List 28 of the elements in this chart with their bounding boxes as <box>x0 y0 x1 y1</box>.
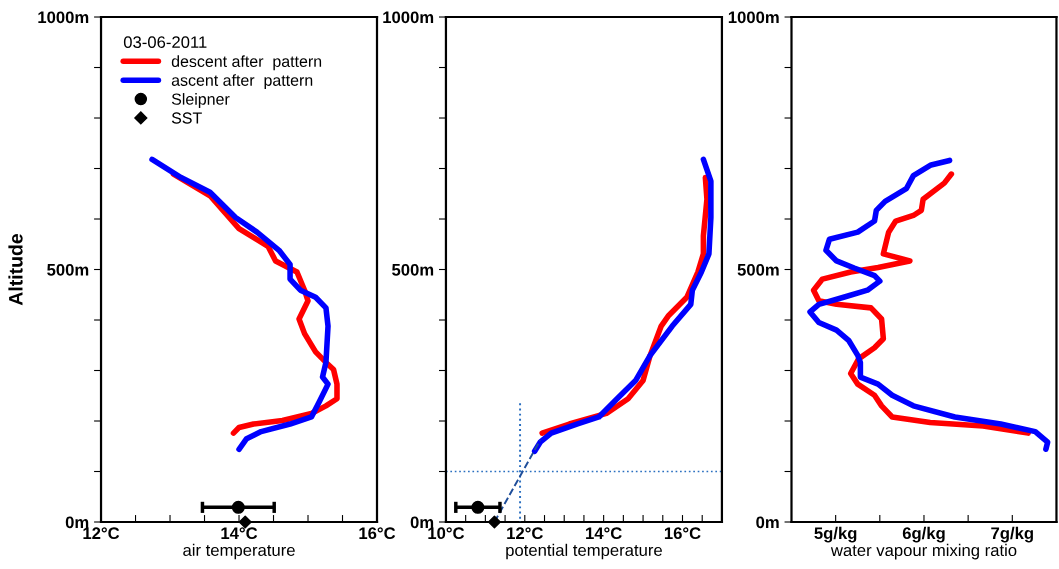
y-tick-label: 0m <box>756 516 779 529</box>
x-axis-title: water vapour mixing ratio <box>830 543 1017 560</box>
x-tick-label: 14°C <box>221 527 258 540</box>
y-tick-label: 500m <box>392 263 434 276</box>
legend-label: ascent after pattern <box>171 74 313 90</box>
x-axis-title: potential temperature <box>506 543 662 560</box>
x-tick-label: 6g/kg <box>902 526 945 543</box>
legend-label: Sleipner <box>171 93 230 108</box>
y-tick-label: 1000m <box>728 11 779 24</box>
y-tick-label: 500m <box>737 263 779 276</box>
legend-label: descent after pattern <box>171 55 322 71</box>
x-tick-label: 5g/kg <box>814 526 857 543</box>
x-axis-title: air temperature <box>183 543 295 560</box>
y-tick-label: 1000m <box>383 11 434 24</box>
x-tick-label: 16°C <box>359 527 396 540</box>
y-axis-title: Altitude <box>8 233 23 306</box>
y-tick-label: 1000m <box>38 11 89 24</box>
x-tick-label: 16°C <box>664 527 701 540</box>
x-tick-label: 10°C <box>428 527 465 540</box>
x-tick-label: 14°C <box>586 527 622 540</box>
legend-title: 03-06-2011 <box>123 36 207 49</box>
y-tick-label: 0m <box>410 516 434 529</box>
x-tick-label: 7g/kg <box>991 526 1033 543</box>
y-tick-label: 0m <box>65 516 89 529</box>
legend-label: SST <box>171 112 202 124</box>
x-tick-label: 12°C <box>507 527 543 540</box>
x-tick-label: 12°C <box>83 527 120 540</box>
y-tick-label: 500m <box>47 263 89 276</box>
